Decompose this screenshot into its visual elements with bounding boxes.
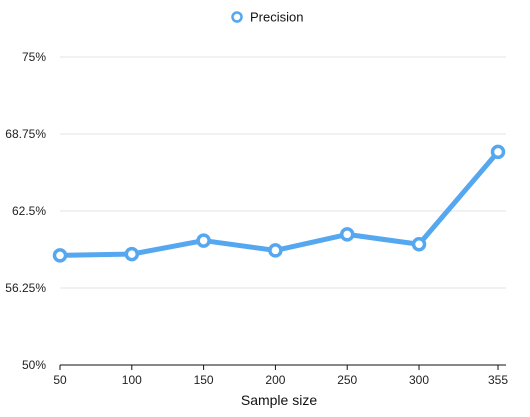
data-point (196, 233, 211, 248)
data-point (411, 237, 427, 252)
legend: Precision (231, 10, 303, 25)
data-point (268, 243, 283, 258)
legend-marker-precision (231, 11, 243, 23)
y-axis-ticks: 50% 56.25% 62.5% 68.75% 75% (5, 50, 46, 372)
x-tick-label: 50 (53, 373, 67, 387)
series-precision (52, 144, 506, 263)
legend-label-precision: Precision (250, 10, 303, 25)
series-line-precision (57, 149, 501, 258)
x-axis-title: Sample size (241, 392, 317, 408)
data-point (490, 144, 506, 160)
x-tick-label: 355 (488, 373, 508, 387)
y-tick-label: 62.5% (12, 204, 46, 218)
x-tick-label: 300 (409, 373, 429, 387)
x-tick-label: 250 (337, 373, 357, 387)
x-tick-label: 150 (194, 373, 214, 387)
data-point (339, 227, 355, 242)
x-tick-label: 200 (265, 373, 285, 387)
y-tick-label: 50% (22, 358, 46, 372)
data-point (124, 246, 140, 262)
y-tick-label: 75% (22, 50, 46, 64)
data-point (52, 248, 68, 263)
x-tick-label: 100 (122, 373, 142, 387)
x-axis-ticks: 50 100 150 200 250 300 355 (53, 365, 508, 387)
y-tick-label: 56.25% (5, 281, 46, 295)
grid (60, 56, 506, 289)
y-tick-label: 68.75% (5, 127, 46, 141)
